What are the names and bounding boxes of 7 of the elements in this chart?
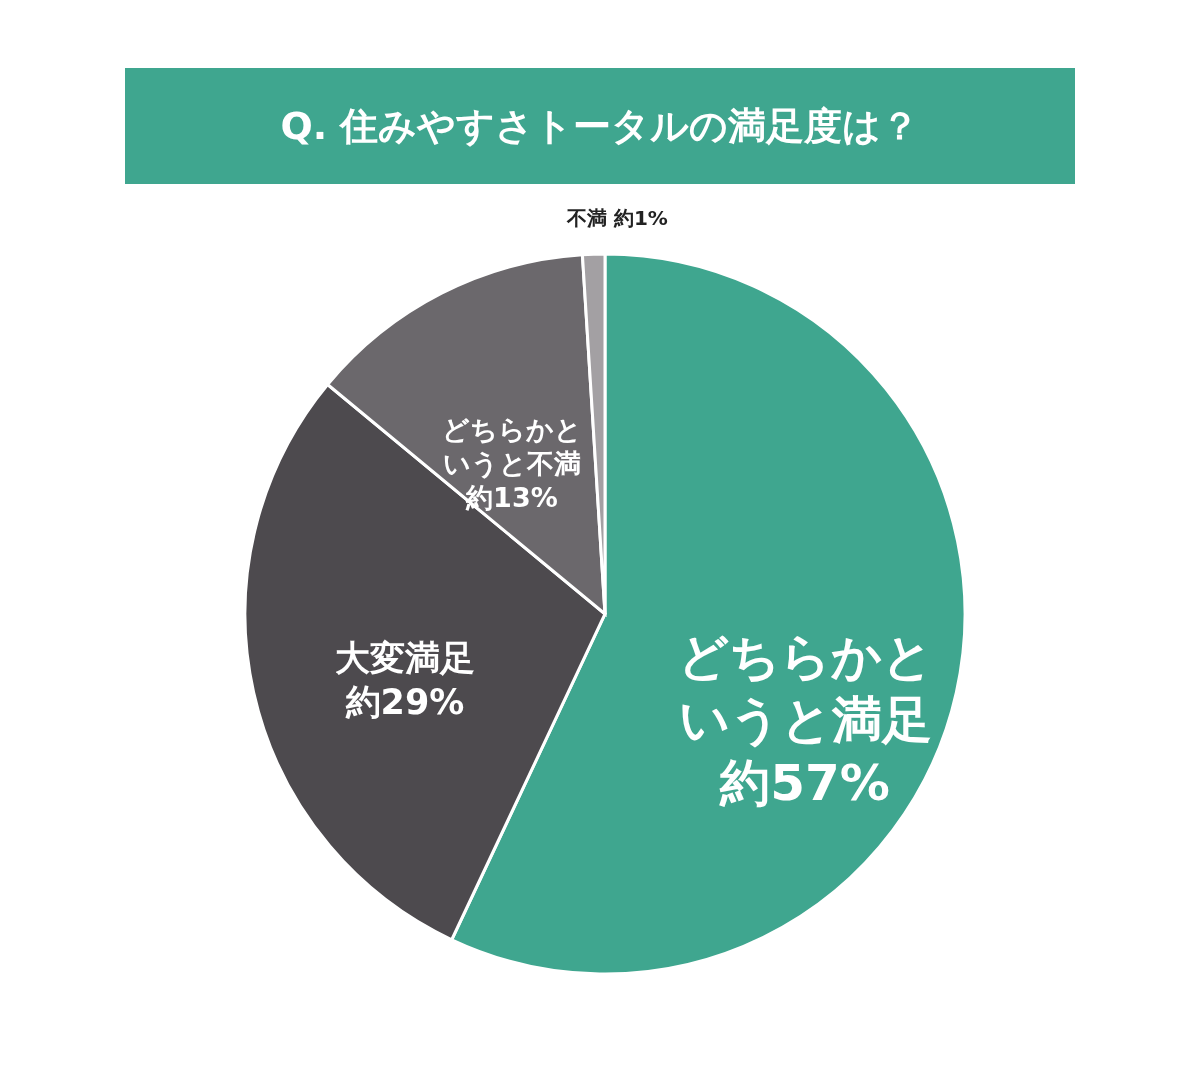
slice-label: 大変満足 <box>334 637 475 678</box>
data-label: 約57% <box>719 753 890 812</box>
slice-label: どちらかというと満足 <box>677 627 933 749</box>
slice-label: 不満 約1% <box>565 206 668 231</box>
data-label: 約29% <box>344 681 465 722</box>
chart-title: Q. 住みやすさトータルの満足度は？ <box>125 68 1075 184</box>
slice-label: どちらかというと不満 <box>441 414 582 480</box>
